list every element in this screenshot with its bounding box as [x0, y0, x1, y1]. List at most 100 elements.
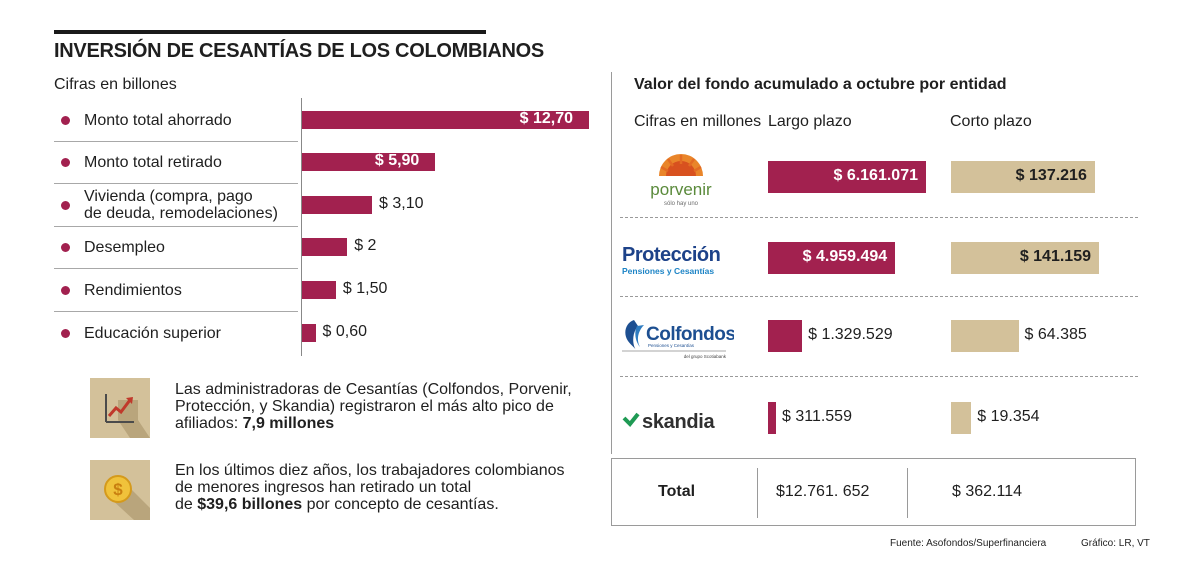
value-label: $ 2	[354, 237, 377, 254]
proteccion-tagline: Pensiones y Cesantías	[622, 266, 715, 276]
bar	[302, 238, 348, 256]
porvenir-name: porvenir	[650, 180, 712, 199]
category-label: Desempleo	[84, 239, 165, 256]
entity-separator	[620, 296, 1138, 297]
short-term-bar	[951, 242, 1099, 274]
info-highlight: $39,6 billones	[197, 496, 303, 513]
category-label-line: Rendimientos	[84, 281, 182, 299]
proteccion-name: Protección	[622, 244, 721, 266]
bullet-dot	[61, 286, 70, 295]
category-label-line: Vivienda (compra, pago	[84, 188, 253, 205]
value-label: $ 1,50	[342, 280, 388, 297]
info-text: afiliados:	[175, 415, 243, 432]
colfondos-name: Colfondos	[646, 324, 734, 345]
category-label: Rendimientos	[84, 282, 182, 299]
dollar-coin-icon: $	[90, 460, 150, 520]
short-term-header: Corto plazo	[950, 113, 1032, 130]
porvenir-logo: porvenir sólo hay uno	[636, 150, 726, 208]
category-label-line: Monto total retirado	[84, 153, 222, 171]
short-term-bar	[951, 161, 1095, 193]
title-rule	[54, 30, 486, 34]
entity-separator	[620, 217, 1138, 218]
value-label: $ 3,10	[379, 195, 424, 212]
row-separator	[54, 311, 298, 312]
left-subtitle: Cifras en billones	[54, 76, 177, 93]
totals-divider	[757, 468, 758, 518]
bullet-dot	[61, 243, 70, 252]
units-header: Cifras en millones	[634, 113, 762, 130]
right-chart-title: Valor del fondo acumulado a octubre por …	[634, 76, 1007, 93]
bar	[302, 153, 436, 171]
entity-separator	[620, 376, 1138, 377]
category-label: Monto total ahorrado	[84, 112, 232, 129]
info-line: de $39,6 billones por concepto de cesant…	[175, 496, 595, 513]
short-term-value: $ 141.159	[1019, 248, 1091, 265]
colfondos-logo: Colfondos Pensiones y Cesantías del grup…	[622, 318, 736, 362]
long-term-value: $ 4.959.494	[802, 248, 888, 265]
source-note: Fuente: Asofondos/Superfinanciera	[890, 538, 1047, 549]
category-label: Educación superior	[84, 325, 221, 342]
panel-divider	[611, 72, 612, 454]
bar	[302, 111, 589, 129]
info-line: Protección, y Skandia) registraron el má…	[175, 398, 554, 415]
row-separator	[54, 226, 298, 227]
left-chart-axis	[301, 98, 302, 356]
value-label: $ 5,90	[374, 152, 420, 169]
category-label-line: Educación superior	[84, 324, 221, 342]
info-line: afiliados: 7,9 millones	[175, 415, 595, 432]
proteccion-logo: Protección Pensiones y Cesantías	[622, 244, 738, 280]
porvenir-tagline: sólo hay uno	[664, 201, 699, 207]
category-label-line: Monto total ahorrado	[84, 111, 232, 129]
value-label: $ 0,60	[322, 323, 368, 340]
bullet-dot	[61, 201, 70, 210]
totals-divider	[907, 468, 908, 518]
row-separator	[54, 268, 298, 269]
category-label-line: de deuda, remodelaciones)	[84, 205, 278, 222]
chart-growth-icon	[90, 378, 150, 438]
bullet-dot	[61, 116, 70, 125]
info-text: por concepto de cesantías.	[302, 496, 499, 513]
info-text-withdrawals: En los últimos diez años, los trabajador…	[175, 462, 595, 513]
svg-text:$: $	[113, 480, 123, 499]
colfondos-tagline: Pensiones y Cesantías	[648, 343, 695, 348]
long-term-bar	[768, 320, 803, 352]
info-highlight: 7,9 millones	[242, 415, 335, 432]
skandia-logo: skandia	[622, 408, 732, 434]
long-term-value: $ 311.559	[781, 408, 852, 425]
page-title: INVERSIÓN DE CESANTÍAS DE LOS COLOMBIANO…	[54, 40, 544, 62]
short-term-value: $ 19.354	[977, 408, 1040, 425]
long-term-value: $ 6.161.071	[833, 167, 918, 184]
category-label: Vivienda (compra, pago de deuda, remodela…	[84, 188, 278, 222]
bar	[302, 196, 373, 214]
info-text: de	[175, 496, 198, 513]
row-separator	[54, 141, 298, 142]
bar	[302, 281, 336, 299]
credit-note: Gráfico: LR, VT	[1081, 538, 1150, 549]
category-label: Monto total retirado	[84, 154, 222, 171]
totals-short-term: $ 362.114	[952, 483, 1022, 500]
short-term-bar	[951, 320, 1019, 352]
value-label: $ 12,70	[519, 110, 573, 127]
long-term-header: Largo plazo	[768, 113, 852, 130]
category-label-line: Desempleo	[84, 238, 165, 256]
info-text-affiliates: Las administradoras de Cesantías (Colfon…	[175, 381, 595, 432]
bar	[302, 324, 316, 342]
short-term-value: $ 64.385	[1024, 326, 1087, 343]
long-term-bar	[768, 161, 926, 193]
long-term-bar	[768, 242, 896, 274]
skandia-name: skandia	[642, 411, 716, 433]
info-line: de menores ingresos han retirado un tota…	[175, 479, 472, 496]
long-term-bar	[768, 402, 776, 434]
colfondos-group: del grupo Scotiabank	[684, 354, 727, 359]
totals-long-term: $12.761. 652	[776, 483, 870, 500]
totals-box	[611, 458, 1136, 526]
row-separator	[54, 183, 298, 184]
short-term-value: $ 137.216	[1015, 167, 1087, 184]
info-line: Las administradoras de Cesantías (Colfon…	[175, 381, 572, 398]
bullet-dot	[61, 158, 70, 167]
bullet-dot	[61, 329, 70, 338]
info-line: En los últimos diez años, los trabajador…	[175, 462, 565, 479]
long-term-value: $ 1.329.529	[808, 326, 893, 343]
short-term-bar	[951, 402, 972, 434]
totals-label: Total	[658, 483, 696, 500]
